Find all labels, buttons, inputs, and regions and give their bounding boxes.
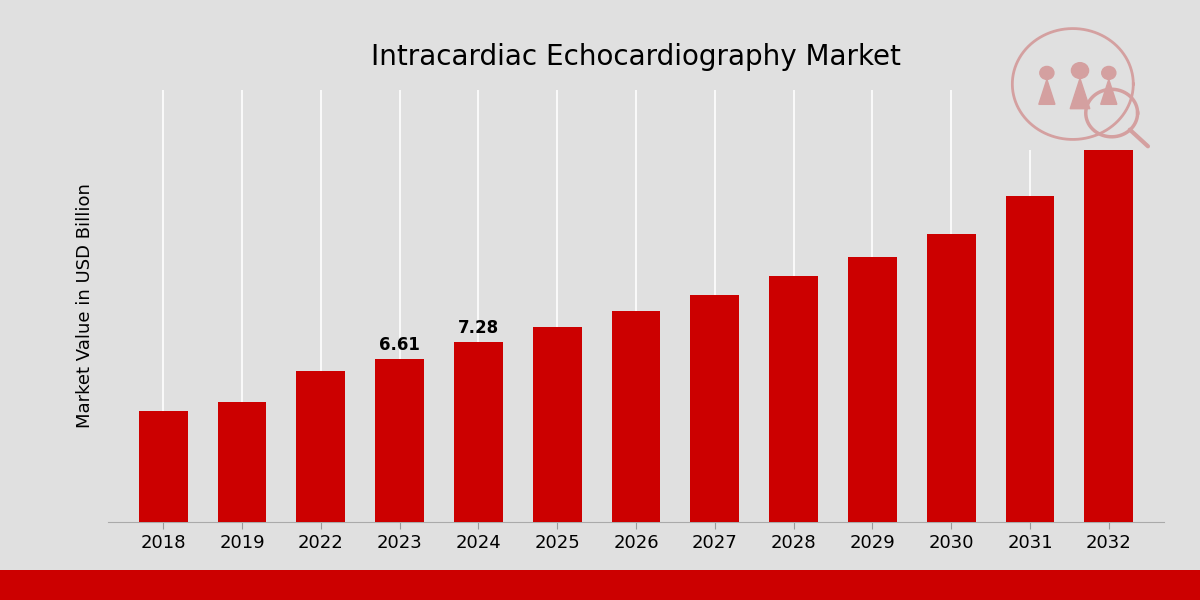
Bar (612, 311, 660, 522)
Circle shape (1102, 67, 1116, 79)
Bar (1006, 196, 1055, 522)
Bar (1085, 134, 1133, 522)
Text: 6.61: 6.61 (379, 336, 420, 354)
Polygon shape (1070, 79, 1090, 109)
Text: 7.28: 7.28 (458, 319, 499, 337)
Polygon shape (1100, 79, 1117, 104)
Bar (217, 402, 266, 522)
Bar (926, 235, 976, 522)
Bar (533, 327, 582, 522)
Circle shape (1040, 67, 1054, 79)
Circle shape (1072, 62, 1088, 79)
Text: 15.7: 15.7 (1088, 112, 1129, 130)
Title: Intracardiac Echocardiography Market: Intracardiac Echocardiography Market (371, 43, 901, 71)
Polygon shape (1039, 79, 1055, 104)
Bar (769, 277, 818, 522)
Bar (296, 371, 346, 522)
Bar (690, 295, 739, 522)
Y-axis label: Market Value in USD Billion: Market Value in USD Billion (76, 184, 94, 428)
Bar (376, 359, 424, 522)
Bar (139, 411, 187, 522)
Bar (848, 257, 896, 522)
Bar (454, 342, 503, 522)
